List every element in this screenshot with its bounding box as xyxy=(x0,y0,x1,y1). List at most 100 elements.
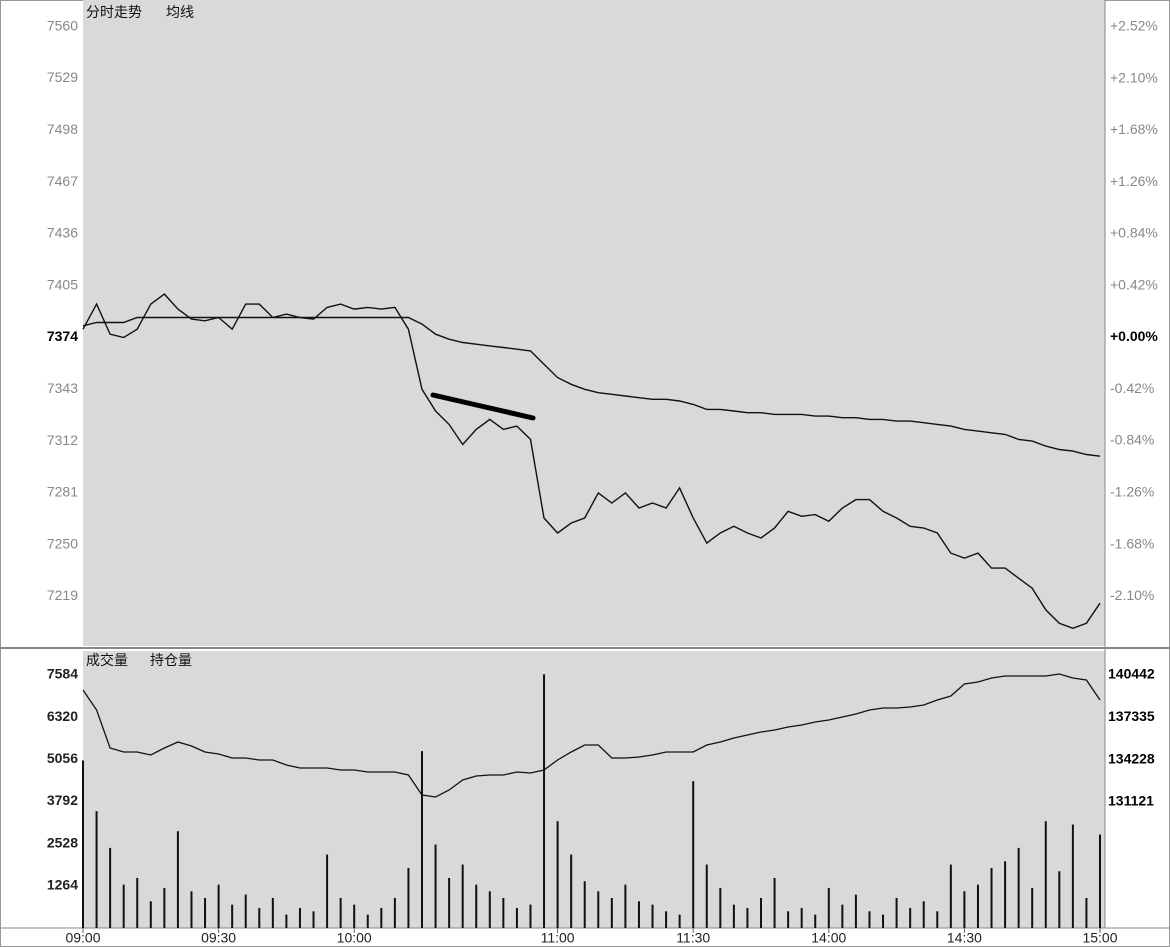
y-tick-label: 7281 xyxy=(47,484,78,500)
volume-bar xyxy=(651,904,654,928)
y-tick-label: 7560 xyxy=(47,17,78,33)
x-tick-label: 10:00 xyxy=(337,930,372,946)
x-tick-label: 15:00 xyxy=(1082,930,1117,946)
trend-annotation xyxy=(430,392,536,421)
volume-bar xyxy=(909,907,912,928)
volume-bar xyxy=(556,821,559,928)
y2-tick-label: +1.26% xyxy=(1110,173,1158,189)
volume-bar xyxy=(271,897,274,928)
volume-bar xyxy=(976,884,979,928)
y-tick-label: 7498 xyxy=(47,121,78,137)
y2-tick-label: +0.42% xyxy=(1110,276,1158,292)
volume-bar xyxy=(1099,834,1101,928)
volume-bar xyxy=(732,904,735,928)
volume-bar xyxy=(760,897,762,928)
volume-bar xyxy=(176,831,179,928)
volume-bar xyxy=(529,904,532,928)
volume-bar xyxy=(868,911,871,928)
y2-tick-label: -1.68% xyxy=(1110,535,1154,551)
volume-bar xyxy=(407,867,410,928)
volume-bar xyxy=(1031,887,1034,928)
y2-tick-label: 131121 xyxy=(1108,793,1154,809)
y2-tick-label: -0.42% xyxy=(1110,380,1154,396)
volume-bar xyxy=(488,891,491,928)
volume-bar xyxy=(475,884,478,928)
volume-bar xyxy=(421,751,423,928)
y-tick-label: 7312 xyxy=(47,432,78,448)
volume-bar xyxy=(597,891,600,928)
volume-bar xyxy=(610,897,613,928)
volume-bar xyxy=(570,854,573,928)
volume-bar xyxy=(963,891,966,928)
legend-price: 分时走势 xyxy=(86,5,142,21)
y2-tick-label: 137335 xyxy=(1108,708,1155,724)
price-panel xyxy=(83,0,1105,646)
volume-bar xyxy=(258,907,261,928)
volume-bar xyxy=(393,897,396,928)
volume-bar xyxy=(692,781,695,928)
volume-bar xyxy=(678,914,681,928)
x-tick-label: 09:30 xyxy=(201,930,236,946)
volume-bar xyxy=(353,904,356,928)
volume-bar xyxy=(502,897,505,928)
y-tick-label: 7529 xyxy=(47,69,78,85)
price-line xyxy=(82,293,1101,630)
volume-bar xyxy=(1017,847,1020,928)
y-tick-label: 1264 xyxy=(47,877,78,893)
volume-bar xyxy=(190,891,193,928)
volume-bar xyxy=(312,911,315,928)
volume-bar xyxy=(1085,897,1088,928)
volume-bar xyxy=(773,877,776,928)
y-tick-label: 2528 xyxy=(47,834,78,850)
volume-bar xyxy=(1004,861,1007,928)
y-tick-label: 7405 xyxy=(47,276,78,292)
volume-bar xyxy=(922,901,925,928)
y2-tick-label: +2.10% xyxy=(1110,69,1158,85)
y-tick-label: 5056 xyxy=(47,750,78,766)
volume-bar xyxy=(1058,871,1061,928)
y-tick-label: 7250 xyxy=(47,535,78,551)
volume-bar xyxy=(285,914,288,928)
y-tick-label: 7219 xyxy=(47,587,78,603)
volume-bar xyxy=(543,674,546,928)
x-tick-label: 14:30 xyxy=(947,930,982,946)
volume-bar xyxy=(1071,824,1074,928)
volume-bar xyxy=(705,864,708,928)
y-tick-label: 7467 xyxy=(47,173,78,189)
volume-bar xyxy=(339,897,342,928)
volume-bar xyxy=(82,760,84,928)
y2-tick-label: +2.52% xyxy=(1110,18,1158,34)
volume-bar xyxy=(854,894,857,928)
volume-bar xyxy=(298,907,301,928)
volume-bar xyxy=(244,894,247,928)
volume-bar xyxy=(217,884,220,928)
volume-bar xyxy=(149,901,152,928)
y2-tick-label: -0.84% xyxy=(1110,432,1154,448)
x-tick-label: 11:00 xyxy=(541,930,575,946)
y-tick-label: 6320 xyxy=(47,708,78,724)
volume-bar xyxy=(800,907,803,928)
price-line xyxy=(82,316,1101,457)
volume-bar xyxy=(841,904,844,928)
y-tick-label: 7374 xyxy=(47,328,78,344)
y-tick-label: 7343 xyxy=(47,380,78,396)
volume-bar xyxy=(637,901,640,928)
volume-bar xyxy=(624,884,627,928)
y-tick-label: 3792 xyxy=(47,792,78,808)
volume-bar xyxy=(136,877,139,928)
legend-average: 均线 xyxy=(166,5,194,21)
volume-bar xyxy=(665,911,668,928)
volume-bar xyxy=(827,887,830,928)
volume-bar xyxy=(583,881,586,928)
volume-bar xyxy=(949,864,952,928)
volume-bar xyxy=(1044,821,1047,928)
legend-open-interest: 持仓量 xyxy=(150,653,192,669)
volume-bar xyxy=(882,914,885,928)
volume-bar xyxy=(231,904,234,928)
y-tick-label: 7436 xyxy=(47,225,78,241)
x-tick-label: 11:30 xyxy=(676,930,710,946)
volume-bar xyxy=(122,884,125,928)
volume-bar xyxy=(109,847,112,928)
y-tick-label: 7584 xyxy=(47,666,78,682)
